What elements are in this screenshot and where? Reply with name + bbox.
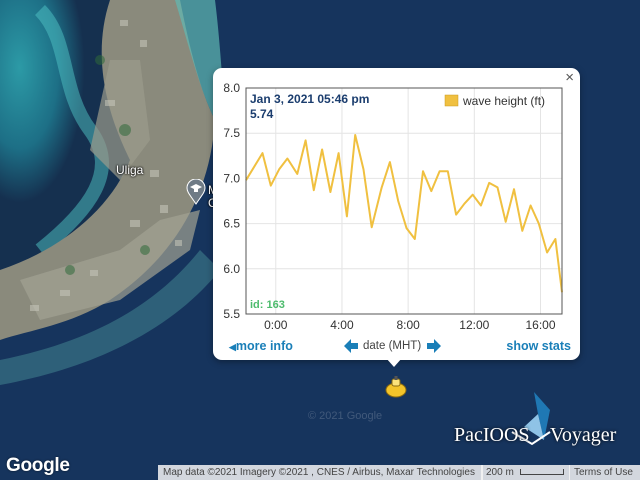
logo-text-pacioos: PacIOOS (454, 424, 530, 446)
google-logo: Google (6, 455, 70, 476)
school-marker-icon[interactable] (186, 178, 206, 205)
terms-of-use-link[interactable]: Terms of Use (569, 465, 640, 480)
y-tick-label: 6.5 (223, 217, 240, 231)
y-tick-label: 7.5 (223, 126, 240, 140)
y-tick-label: 7.0 (223, 171, 240, 185)
logo-text-voyager: Voyager (550, 424, 617, 446)
chart-grid (246, 87, 562, 315)
x-tick-label: 8:00 (396, 318, 420, 332)
map-scale[interactable]: 200 m (481, 465, 570, 480)
chart-legend: wave height (ft) (444, 94, 545, 108)
scale-label: 200 m (486, 467, 514, 478)
buoy-marker-icon[interactable] (384, 374, 408, 398)
close-icon[interactable]: × (565, 69, 574, 86)
x-tick-label: 12:00 (459, 318, 489, 332)
place-label-uliga: Uliga (116, 163, 144, 177)
data-popup: × 5.56.06.57.07.58.0 20:000:004:008:0012… (213, 68, 580, 360)
id-label: id: 163 (250, 299, 285, 311)
plot-frame (245, 87, 563, 315)
y-axis-ticks: 5.5 6.0 6.5 7.0 7.5 8.0 (223, 81, 240, 321)
show-stats-link[interactable]: show stats (506, 339, 571, 353)
x-tick-label: 4:00 (330, 318, 354, 332)
series-line-wave-height[interactable] (245, 134, 563, 293)
legend-swatch (444, 94, 459, 107)
prev-arrow-icon[interactable] (343, 338, 359, 354)
chevron-left-icon: ◀ (229, 342, 236, 352)
next-arrow-icon[interactable] (426, 338, 442, 354)
y-tick-label: 5.5 (223, 307, 240, 321)
more-info-label: more info (235, 339, 293, 353)
legend-label: wave height (ft) (462, 94, 545, 108)
series-layer (245, 134, 563, 293)
popup-pointer (386, 358, 402, 367)
map-watermark: © 2021 Google (308, 410, 383, 422)
x-tick-label: 16:00 (525, 318, 555, 332)
tooltip-value: 5.74 (250, 107, 274, 121)
y-tick-label: 6.0 (223, 262, 240, 276)
wave-height-chart[interactable]: 5.56.06.57.07.58.0 20:000:004:008:0012:0… (213, 68, 580, 333)
more-info-link[interactable]: ◀more info (229, 339, 293, 353)
pacioos-voyager-logo: PacIOOS Voyager (452, 392, 632, 452)
x-tick-label: 0:00 (264, 318, 288, 332)
map-attribution[interactable]: Map data ©2021 Imagery ©2021 , CNES / Ai… (158, 465, 483, 480)
scale-bar (519, 469, 564, 476)
axis-nav-label: date (MHT) (363, 340, 422, 352)
tooltip-date: Jan 3, 2021 05:46 pm (250, 92, 369, 106)
y-tick-label: 8.0 (223, 81, 240, 95)
